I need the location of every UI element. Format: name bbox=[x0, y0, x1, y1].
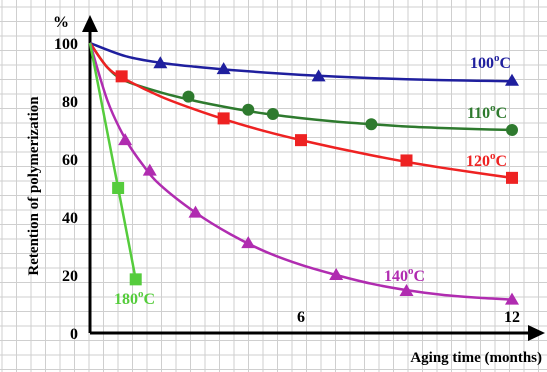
data-point-square bbox=[295, 134, 307, 147]
data-point-triangle bbox=[142, 163, 157, 176]
series-line bbox=[88, 42, 513, 301]
x-tick-label: 12 bbox=[504, 309, 520, 326]
data-point-triangle bbox=[329, 268, 344, 280]
data-point-triangle bbox=[216, 62, 231, 75]
series-label: 140oC bbox=[384, 265, 425, 285]
data-point-square bbox=[400, 154, 413, 167]
data-point-square bbox=[115, 70, 128, 83]
data-point-triangle bbox=[241, 236, 256, 249]
data-point-square bbox=[129, 273, 142, 286]
y-tick-label: 80 bbox=[62, 94, 78, 111]
data-point-triangle bbox=[311, 69, 326, 82]
y-unit-label: % bbox=[53, 14, 69, 31]
data-point-circle bbox=[242, 103, 255, 116]
data-point-triangle bbox=[118, 133, 133, 146]
x-axis-title: Aging time (months) bbox=[410, 350, 542, 366]
y-tick-label: 100 bbox=[54, 36, 78, 53]
y-tick-label: 0 bbox=[70, 326, 78, 343]
y-tick-label: 40 bbox=[62, 210, 78, 227]
series-labels: 100oC 110oC 120oC 140oC 180oC bbox=[114, 52, 511, 308]
series-label: 110oC bbox=[467, 102, 507, 122]
y-tick-label: 60 bbox=[62, 152, 78, 169]
data-point-triangle bbox=[188, 205, 203, 218]
y-axis-title: Retention of polymerization bbox=[26, 96, 42, 276]
series-label: 180oC bbox=[114, 288, 155, 308]
series-label: 100oC bbox=[470, 52, 511, 72]
data-point-circle bbox=[182, 90, 195, 103]
data-point-circle bbox=[365, 118, 378, 131]
data-point-triangle bbox=[153, 56, 168, 69]
data-point-square bbox=[112, 182, 125, 194]
data-point-square bbox=[217, 112, 230, 125]
x-axis-arrow bbox=[528, 325, 545, 341]
series-label: 120oC bbox=[466, 150, 507, 170]
y-tick-label: 20 bbox=[62, 268, 78, 285]
data-point-circle bbox=[506, 124, 518, 136]
series-markers bbox=[112, 56, 519, 305]
data-point-square bbox=[506, 171, 518, 184]
axes bbox=[82, 15, 545, 341]
data-point-triangle bbox=[399, 283, 414, 296]
x-tick-label: 6 bbox=[297, 309, 305, 326]
data-point-triangle bbox=[505, 292, 519, 305]
data-point-triangle bbox=[505, 73, 519, 86]
data-point-circle bbox=[266, 108, 279, 121]
tick-labels: 0 20 40 60 80 100 6 12 bbox=[54, 36, 520, 343]
y-axis-arrow bbox=[82, 15, 98, 32]
